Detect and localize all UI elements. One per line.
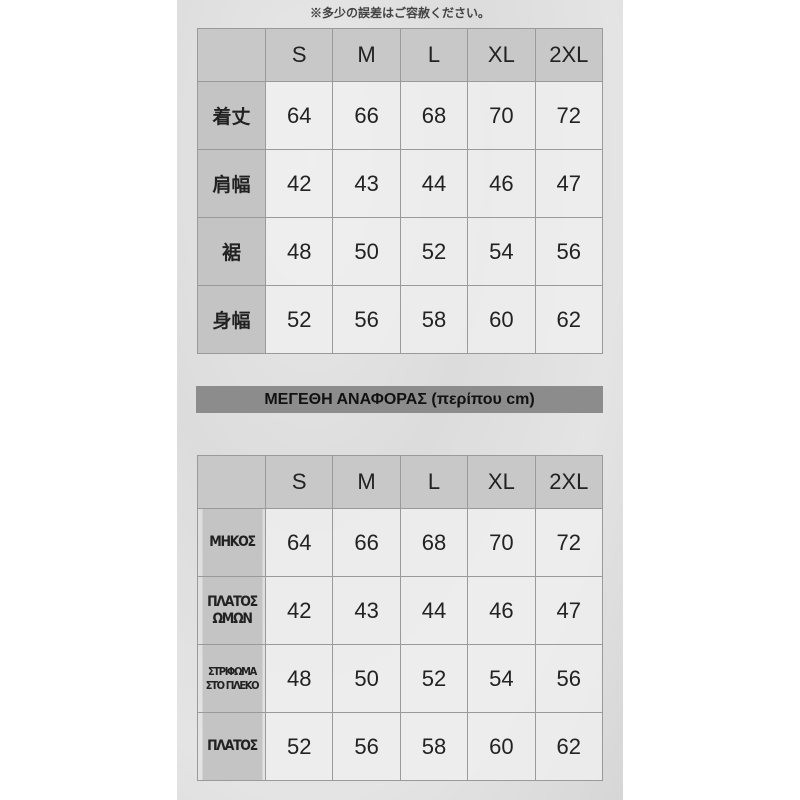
- measurement-cell: 54: [467, 644, 536, 713]
- header-row: S M L XL 2XL: [197, 28, 604, 82]
- measurement-cell: 52: [264, 712, 334, 781]
- size-header: L: [399, 455, 469, 509]
- size-table-greek: S M L XL 2XL ΜΗΚΟΣ 64 66 68 70 72 ΠΛΑΤΟΣ ΩΜΩΝ 4…: [197, 455, 604, 781]
- measurement-cell: 43: [332, 149, 401, 218]
- measurement-cell: 70: [467, 81, 536, 150]
- size-header: L: [399, 28, 469, 82]
- row-label: ΠΛΑΤΟΣ: [200, 712, 263, 781]
- table-row: ΜΗΚΟΣ 64 66 68 70 72: [198, 508, 604, 577]
- size-header: S: [264, 28, 334, 82]
- measurement-cell: 44: [399, 149, 469, 218]
- measurement-cell: 56: [534, 217, 604, 286]
- measurement-cell: 72: [534, 81, 604, 150]
- corner-cell: [197, 455, 266, 509]
- header-row: S M L XL 2XL: [197, 455, 604, 509]
- measurement-cell: 42: [264, 576, 334, 645]
- size-header: 2XL: [534, 455, 604, 509]
- table-row: ΣΤΡΙΦΩΜΑ ΣΤΟ ΓΙΛΕΚΟ 48 50 52 54 56: [198, 644, 604, 713]
- measurement-cell: 47: [534, 149, 604, 218]
- tolerance-note: ※多少の誤差はご容赦ください。: [309, 6, 490, 20]
- measurement-cell: 46: [467, 149, 536, 218]
- measurement-cell: 58: [399, 712, 469, 781]
- measurement-cell: 62: [534, 285, 604, 354]
- row-label: ΠΛΑΤΟΣ ΩΜΩΝ: [200, 576, 263, 645]
- measurement-cell: 42: [264, 149, 334, 218]
- size-header: 2XL: [534, 28, 604, 82]
- size-header: XL: [467, 455, 536, 509]
- row-label: 着丈: [197, 81, 266, 150]
- measurement-cell: 52: [264, 285, 334, 354]
- reference-size-banner: ΜΕΓΕΘΗ ΑΝΑΦΟΡΑΣ (περίπου cm): [196, 386, 603, 413]
- measurement-cell: 60: [467, 285, 536, 354]
- size-header: XL: [467, 28, 536, 82]
- corner-cell: [197, 28, 266, 82]
- table-row: 裾 48 50 52 54 56: [197, 217, 604, 286]
- table-row: 身幅 52 56 58 60 62: [197, 285, 604, 354]
- measurement-cell: 47: [534, 576, 604, 645]
- measurement-cell: 58: [399, 285, 469, 354]
- size-header: M: [332, 455, 401, 509]
- table-row: ΠΛΑΤΟΣ 52 56 58 60 62: [198, 712, 604, 781]
- size-header: S: [264, 455, 334, 509]
- measurement-cell: 54: [467, 217, 536, 286]
- row-label: 身幅: [197, 285, 266, 354]
- row-label: 肩幅: [197, 149, 266, 218]
- measurement-cell: 66: [332, 81, 401, 150]
- measurement-cell: 48: [264, 644, 334, 713]
- measurement-cell: 56: [534, 644, 604, 713]
- measurement-cell: 68: [399, 508, 469, 577]
- measurement-cell: 48: [264, 217, 334, 286]
- measurement-cell: 56: [332, 285, 401, 354]
- row-label: ΜΗΚΟΣ: [200, 508, 263, 577]
- measurement-cell: 68: [399, 81, 469, 150]
- measurement-cell: 50: [332, 217, 401, 286]
- measurement-cell: 56: [332, 712, 401, 781]
- measurement-cell: 44: [399, 576, 469, 645]
- size-table-japanese: S M L XL 2XL 着丈 64 66 68 70 72 肩幅 42 43 44 46 47 裾 48…: [197, 28, 604, 354]
- measurement-cell: 64: [264, 81, 334, 150]
- table-row: ΠΛΑΤΟΣ ΩΜΩΝ 42 43 44 46 47: [198, 576, 604, 645]
- measurement-cell: 50: [332, 644, 401, 713]
- measurement-cell: 70: [467, 508, 536, 577]
- measurement-cell: 72: [534, 508, 604, 577]
- measurement-cell: 64: [264, 508, 334, 577]
- measurement-cell: 46: [467, 576, 536, 645]
- row-label: ΣΤΡΙΦΩΜΑ ΣΤΟ ΓΙΛΕΚΟ: [200, 644, 263, 713]
- row-label: 裾: [197, 217, 266, 286]
- measurement-cell: 52: [399, 644, 469, 713]
- size-header: M: [332, 28, 401, 82]
- table-row: 肩幅 42 43 44 46 47: [197, 149, 604, 218]
- measurement-cell: 43: [332, 576, 401, 645]
- measurement-cell: 60: [467, 712, 536, 781]
- measurement-cell: 52: [399, 217, 469, 286]
- table-row: 着丈 64 66 68 70 72: [197, 81, 604, 150]
- measurement-cell: 66: [332, 508, 401, 577]
- measurement-cell: 62: [534, 712, 604, 781]
